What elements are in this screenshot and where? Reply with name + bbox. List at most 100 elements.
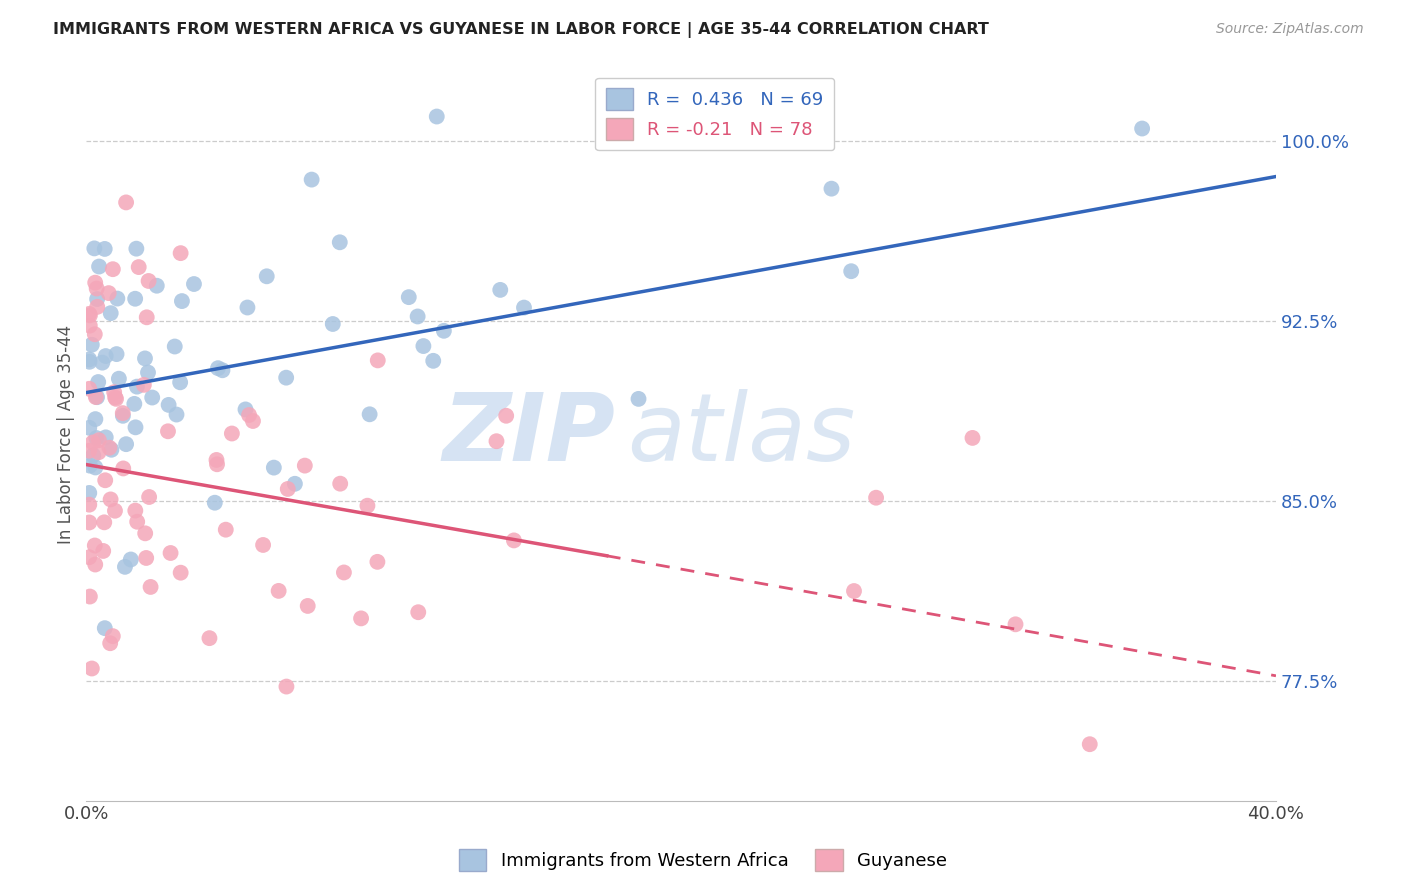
Point (1130, 121, 1153, 136)
Point (350, 611, 373, 625)
Point (146, 278, 169, 293)
Point (98, 636, 121, 650)
Text: Source: ZipAtlas.com: Source: ZipAtlas.com (1216, 22, 1364, 37)
Point (169, 566, 191, 580)
Point (97, 286, 120, 301)
Point (111, 406, 134, 420)
Text: atlas: atlas (627, 389, 856, 480)
Point (367, 353, 389, 368)
Point (80, 661, 103, 675)
Point (93, 516, 115, 530)
Point (93, 242, 115, 256)
Point (84, 390, 107, 404)
Point (105, 347, 128, 361)
Point (86, 281, 108, 295)
Point (84, 276, 107, 290)
Point (183, 277, 205, 291)
Point (124, 503, 146, 517)
Point (406, 605, 429, 619)
Point (114, 559, 136, 574)
Point (267, 583, 290, 598)
Point (125, 242, 148, 256)
Point (489, 283, 512, 297)
Point (120, 552, 142, 566)
Point (236, 301, 259, 315)
Point (94, 349, 117, 363)
Point (263, 460, 285, 475)
Point (366, 555, 388, 569)
Point (426, 110, 449, 124)
Point (138, 490, 160, 504)
Point (398, 290, 420, 304)
Point (124, 397, 146, 411)
Point (157, 398, 180, 412)
Point (221, 426, 243, 441)
Point (252, 538, 274, 552)
Point (77, 352, 100, 367)
Point (136, 366, 159, 380)
Point (100, 442, 122, 457)
Point (204, 496, 226, 510)
Point (406, 310, 429, 324)
Point (91, 356, 114, 370)
Point (242, 414, 264, 428)
Point (839, 264, 862, 278)
Point (87, 445, 110, 459)
Point (104, 504, 127, 518)
Point (139, 580, 162, 594)
Y-axis label: In Labor Force | Age 35-44: In Labor Force | Age 35-44 (58, 325, 75, 544)
Point (166, 408, 188, 422)
Point (1078, 737, 1101, 751)
Point (77, 516, 100, 530)
Point (77, 421, 100, 435)
Point (108, 372, 131, 386)
Point (124, 420, 146, 434)
Point (433, 324, 456, 338)
Point (103, 385, 125, 400)
Point (1004, 617, 1026, 632)
Legend: Immigrants from Western Africa, Guyanese: Immigrants from Western Africa, Guyanese (451, 842, 955, 879)
Point (127, 515, 149, 529)
Point (495, 409, 517, 423)
Point (329, 476, 352, 491)
Point (211, 363, 233, 377)
Point (962, 431, 984, 445)
Point (356, 499, 378, 513)
Point (125, 379, 148, 393)
Point (141, 391, 163, 405)
Point (79, 318, 101, 333)
Point (627, 392, 650, 406)
Point (301, 172, 323, 186)
Point (322, 317, 344, 331)
Point (329, 235, 352, 250)
Point (256, 269, 278, 284)
Point (134, 351, 156, 366)
Point (276, 370, 298, 384)
Point (79, 458, 101, 473)
Point (82, 435, 104, 450)
Point (115, 195, 138, 210)
Point (132, 377, 155, 392)
Point (77, 443, 100, 458)
Point (79, 590, 101, 604)
Point (79, 308, 101, 322)
Point (87, 375, 110, 389)
Point (163, 339, 186, 353)
Point (134, 526, 156, 541)
Point (94, 473, 117, 487)
Point (100, 306, 122, 320)
Point (94, 621, 117, 635)
Point (105, 392, 128, 406)
Point (205, 457, 228, 471)
Point (84, 460, 107, 475)
Point (105, 292, 128, 306)
Text: IMMIGRANTS FROM WESTERN AFRICA VS GUYANESE IN LABOR FORCE | AGE 35-44 CORRELATIO: IMMIGRANTS FROM WESTERN AFRICA VS GUYANE… (53, 22, 990, 38)
Point (156, 425, 179, 439)
Point (215, 523, 238, 537)
Point (124, 292, 146, 306)
Point (333, 566, 356, 580)
Point (842, 584, 865, 599)
Point (294, 458, 316, 473)
Point (86, 300, 108, 314)
Point (83, 539, 105, 553)
